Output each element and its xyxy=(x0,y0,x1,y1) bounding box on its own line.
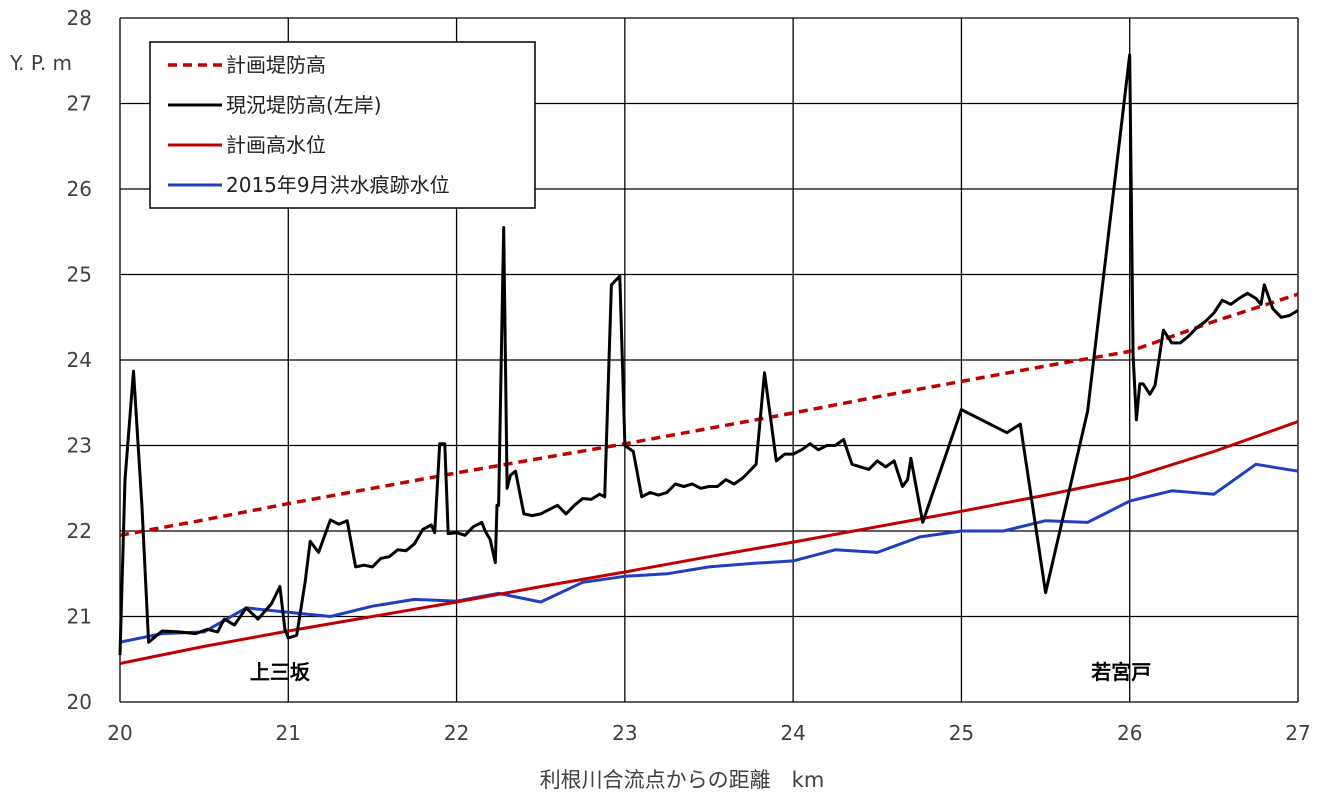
legend-label: 計画高水位 xyxy=(226,133,326,157)
location-annotation: 上三坂 xyxy=(250,660,311,684)
y-axis-label: Y. P. m xyxy=(9,51,72,75)
x-tick-label: 23 xyxy=(612,721,637,745)
series-line-3 xyxy=(119,462,1299,644)
x-tick-label: 22 xyxy=(444,721,469,745)
x-tick-label: 27 xyxy=(1285,721,1310,745)
series-line-2 xyxy=(119,420,1299,665)
y-tick-label: 21 xyxy=(67,605,92,629)
legend-label: 現況堤防高(左岸) xyxy=(226,93,382,117)
y-tick-label: 23 xyxy=(67,434,92,458)
location-annotation: 若宮戸 xyxy=(1090,660,1151,684)
series-lines xyxy=(118,53,1299,665)
y-tick-label: 24 xyxy=(67,348,92,372)
y-tick-label: 26 xyxy=(67,177,92,201)
x-tick-label: 21 xyxy=(276,721,301,745)
x-tick-label: 25 xyxy=(949,721,974,745)
x-tick-label: 20 xyxy=(107,721,132,745)
y-tick-label: 20 xyxy=(67,690,92,714)
legend-label: 2015年9月洪水痕跡水位 xyxy=(226,173,450,197)
y-tick-labels: 20 21 22 23 24 25 26 27 28 xyxy=(67,6,92,714)
y-tick-label: 27 xyxy=(67,92,92,116)
y-tick-label: 25 xyxy=(67,263,92,287)
x-tick-label: 24 xyxy=(780,721,805,745)
series-line-0 xyxy=(119,292,1299,538)
legend-box xyxy=(149,41,536,209)
annotations: 上三坂 若宮戸 xyxy=(250,660,1151,684)
x-tick-label: 26 xyxy=(1117,721,1142,745)
grid-lines xyxy=(119,17,1299,703)
series-line-1 xyxy=(118,53,1299,656)
legend-label: 計画堤防高 xyxy=(226,53,326,77)
y-tick-label: 28 xyxy=(67,6,92,30)
y-tick-label: 22 xyxy=(67,519,92,543)
x-axis-label: 利根川合流点からの距離 km xyxy=(540,768,825,792)
x-tick-labels: 20 21 22 23 24 25 26 27 xyxy=(107,721,1310,745)
